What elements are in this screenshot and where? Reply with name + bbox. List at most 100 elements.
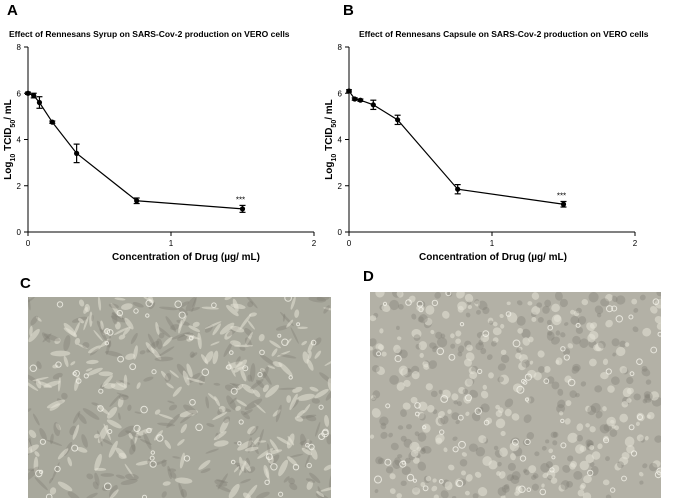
cell-shape — [314, 388, 329, 399]
cell-shape — [434, 292, 441, 299]
cell-shape — [602, 406, 607, 412]
cell-shape — [469, 371, 478, 380]
cell-shape — [472, 493, 479, 498]
cell-shape — [585, 423, 590, 428]
cell-shape — [475, 342, 484, 351]
cell-shape — [451, 495, 457, 498]
cell-shape — [482, 384, 488, 390]
cell-halo — [516, 385, 525, 394]
cell-shape — [523, 414, 532, 424]
cell-shape — [497, 487, 507, 497]
cell-halo — [116, 309, 124, 317]
cell-shape — [646, 414, 651, 419]
cell-shape — [447, 409, 452, 414]
cell-shape — [571, 365, 580, 374]
cell-shape — [507, 312, 518, 323]
cell-shape — [621, 452, 630, 460]
cell-halo — [83, 373, 89, 379]
cell-shape — [455, 338, 461, 344]
cell-halo — [318, 433, 326, 441]
cell-shape — [602, 479, 610, 486]
x-tick-label: 2 — [312, 239, 317, 248]
cell-shape — [106, 419, 122, 429]
cell-shape — [430, 329, 435, 335]
cell-shape — [421, 447, 426, 452]
cell-shape — [113, 327, 129, 335]
cell-shape — [537, 366, 545, 373]
cell-shape — [569, 390, 577, 398]
cell-shape — [402, 402, 411, 410]
cell-shape — [323, 464, 331, 471]
cell-shape — [614, 462, 622, 471]
cell-shape — [289, 483, 298, 491]
cell-shape — [537, 350, 545, 358]
cell-shape — [411, 313, 417, 320]
cell-shape — [34, 477, 48, 491]
cell-halo — [445, 292, 452, 297]
cell-shape — [108, 303, 119, 309]
cell-halo — [621, 475, 627, 482]
cell-shape — [480, 348, 487, 355]
x-axis-label: Concentration of Drug (µg/ mL) — [419, 252, 567, 263]
cell-shape — [33, 456, 39, 474]
cell-halo — [270, 463, 278, 471]
cell-shape — [657, 469, 661, 475]
micrograph-d — [370, 292, 661, 498]
cell-halo — [382, 301, 388, 306]
cell-shape — [455, 419, 460, 425]
cell-halo — [56, 301, 64, 308]
cell-shape — [28, 380, 39, 391]
cell-shape — [457, 351, 463, 357]
data-point — [395, 117, 401, 123]
cell-halo — [230, 387, 238, 395]
cell-shape — [50, 433, 54, 445]
cell-shape — [497, 376, 504, 383]
cell-shape — [428, 360, 438, 369]
cell-shape — [247, 426, 257, 435]
cell-shape — [564, 375, 572, 383]
micrograph-d-image — [370, 292, 661, 498]
cell-halo — [518, 485, 526, 493]
cell-shape — [396, 382, 405, 391]
cell-shape — [641, 365, 648, 372]
cell-shape — [35, 316, 42, 322]
cell-shape — [158, 332, 165, 339]
cell-shape — [287, 436, 295, 446]
cell-halo — [431, 299, 439, 307]
cell-shape — [186, 363, 193, 378]
cell-shape — [109, 484, 118, 498]
cell-shape — [78, 318, 84, 324]
cell-halo — [211, 302, 217, 308]
cell-halo — [156, 434, 164, 442]
cell-shape — [552, 440, 558, 446]
cell-shape — [91, 314, 94, 322]
cell-shape — [597, 443, 603, 450]
cell-halo — [140, 405, 148, 414]
cell-shape — [120, 478, 138, 486]
cell-shape — [290, 297, 296, 310]
cell-halo — [630, 450, 638, 457]
cell-shape — [420, 482, 426, 487]
cell-shape — [247, 374, 253, 382]
cell-shape — [228, 483, 240, 498]
chart-title: Effect of Rennesans Capsule on SARS-Cov-… — [359, 29, 649, 39]
cell-shape — [589, 461, 595, 468]
cell-halo — [615, 315, 624, 323]
cell-shape — [389, 473, 396, 480]
cell-shape — [98, 371, 114, 377]
cell-shape — [557, 388, 564, 396]
cell-shape — [575, 326, 583, 334]
cell-shape — [118, 334, 126, 340]
cell-shape — [575, 307, 582, 314]
cell-shape — [441, 389, 451, 399]
cell-shape — [619, 413, 629, 423]
cell-shape — [411, 328, 422, 339]
cell-shape — [28, 468, 35, 472]
cell-shape — [276, 350, 291, 357]
cell-shape — [417, 461, 427, 471]
cell-shape — [169, 370, 179, 378]
cell-shape — [91, 402, 100, 406]
cell-shape — [595, 411, 603, 419]
cell-shape — [100, 320, 104, 330]
cell-shape — [417, 316, 424, 323]
